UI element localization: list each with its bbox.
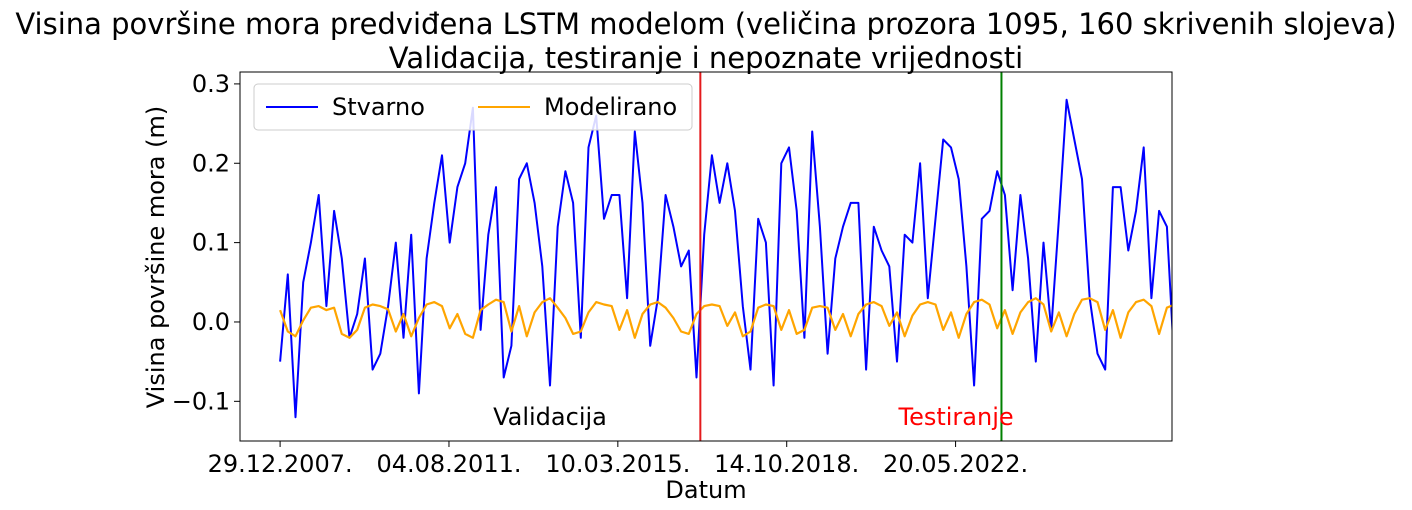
- x-axis-label: Datum: [665, 476, 746, 504]
- y-tick-label: 0.0: [192, 308, 230, 336]
- y-tick-label: 0.1: [192, 229, 230, 257]
- chart-subtitle: Validacija, testiranje i nepoznate vrije…: [389, 41, 1023, 75]
- x-tick-label: 14.10.2018.: [714, 450, 859, 478]
- annotation-label: Testiranje: [898, 403, 1014, 431]
- legend-label: Stvarno: [332, 93, 425, 121]
- x-tick-label: 29.12.2007.: [208, 450, 353, 478]
- series-line-stvarno: [279, 98, 1172, 419]
- y-tick-label: −0.1: [172, 387, 230, 415]
- chart-title: Visina površine mora predviđena LSTM mod…: [15, 7, 1396, 41]
- annotation-label: Validacija: [493, 403, 607, 431]
- series-group: [279, 98, 1172, 419]
- legend-box: [253, 83, 693, 131]
- x-tick-label: 10.03.2015.: [545, 450, 690, 478]
- x-tick-label: 20.05.2022.: [883, 450, 1028, 478]
- legend: Stvarno Modelirano: [253, 83, 693, 131]
- axes: −0.1 0.0 0.1 0.2 0.3 29.12.2007. 04.08.2011. 10…: [172, 70, 1173, 478]
- y-tick-label: 0.2: [192, 149, 230, 177]
- series-line-modelirano: [279, 297, 1172, 339]
- plot-area: Validacija Testiranje: [279, 72, 1172, 441]
- y-axis-label: Visina površine mora (m): [142, 106, 170, 408]
- y-tick-label: 0.3: [192, 70, 230, 98]
- x-tick-label: 04.08.2011.: [376, 450, 521, 478]
- plot-frame: [239, 71, 1173, 442]
- legend-label: Modelirano: [544, 93, 677, 121]
